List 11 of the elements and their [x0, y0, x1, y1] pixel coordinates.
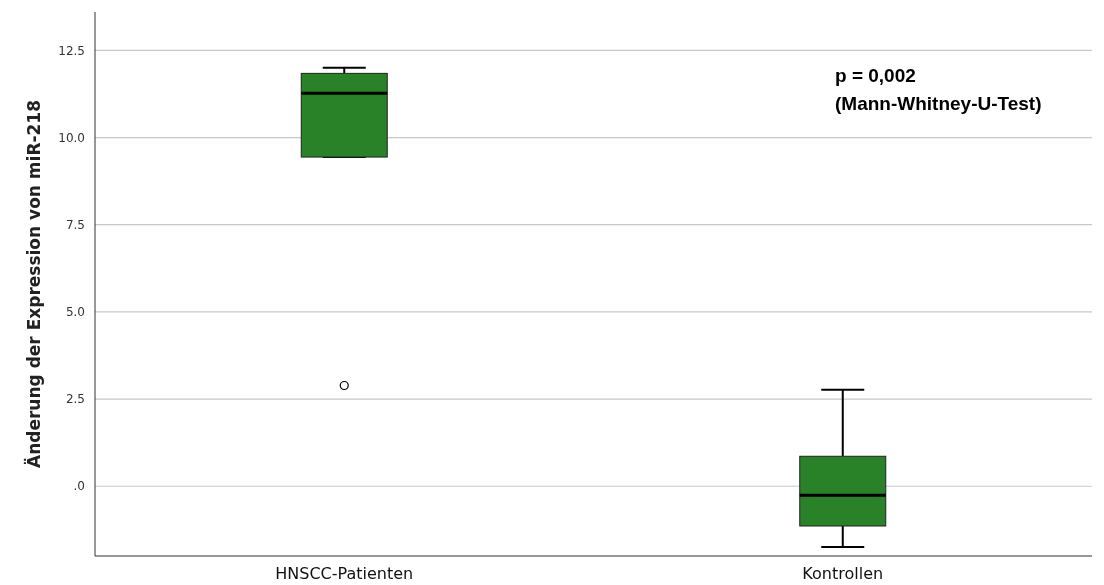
y-tick-label: 7.5 [65, 217, 85, 232]
annotation: p = 0,002 [835, 65, 916, 86]
y-tick-label: 10.0 [58, 130, 85, 145]
y-tick-label: 2.5 [65, 392, 85, 407]
y-tick-label: 5.0 [65, 305, 85, 320]
y-axis-title: Änderung der Expression von miR-218 [23, 99, 44, 469]
x-tick-label: HNSCC-Patienten [275, 564, 414, 583]
x-tick-label: Kontrollen [802, 564, 884, 583]
annotation: (Mann-Whitney-U-Test) [835, 93, 1042, 114]
y-tick-label: .0 [73, 479, 85, 494]
y-tick-label: 12.5 [58, 43, 85, 58]
